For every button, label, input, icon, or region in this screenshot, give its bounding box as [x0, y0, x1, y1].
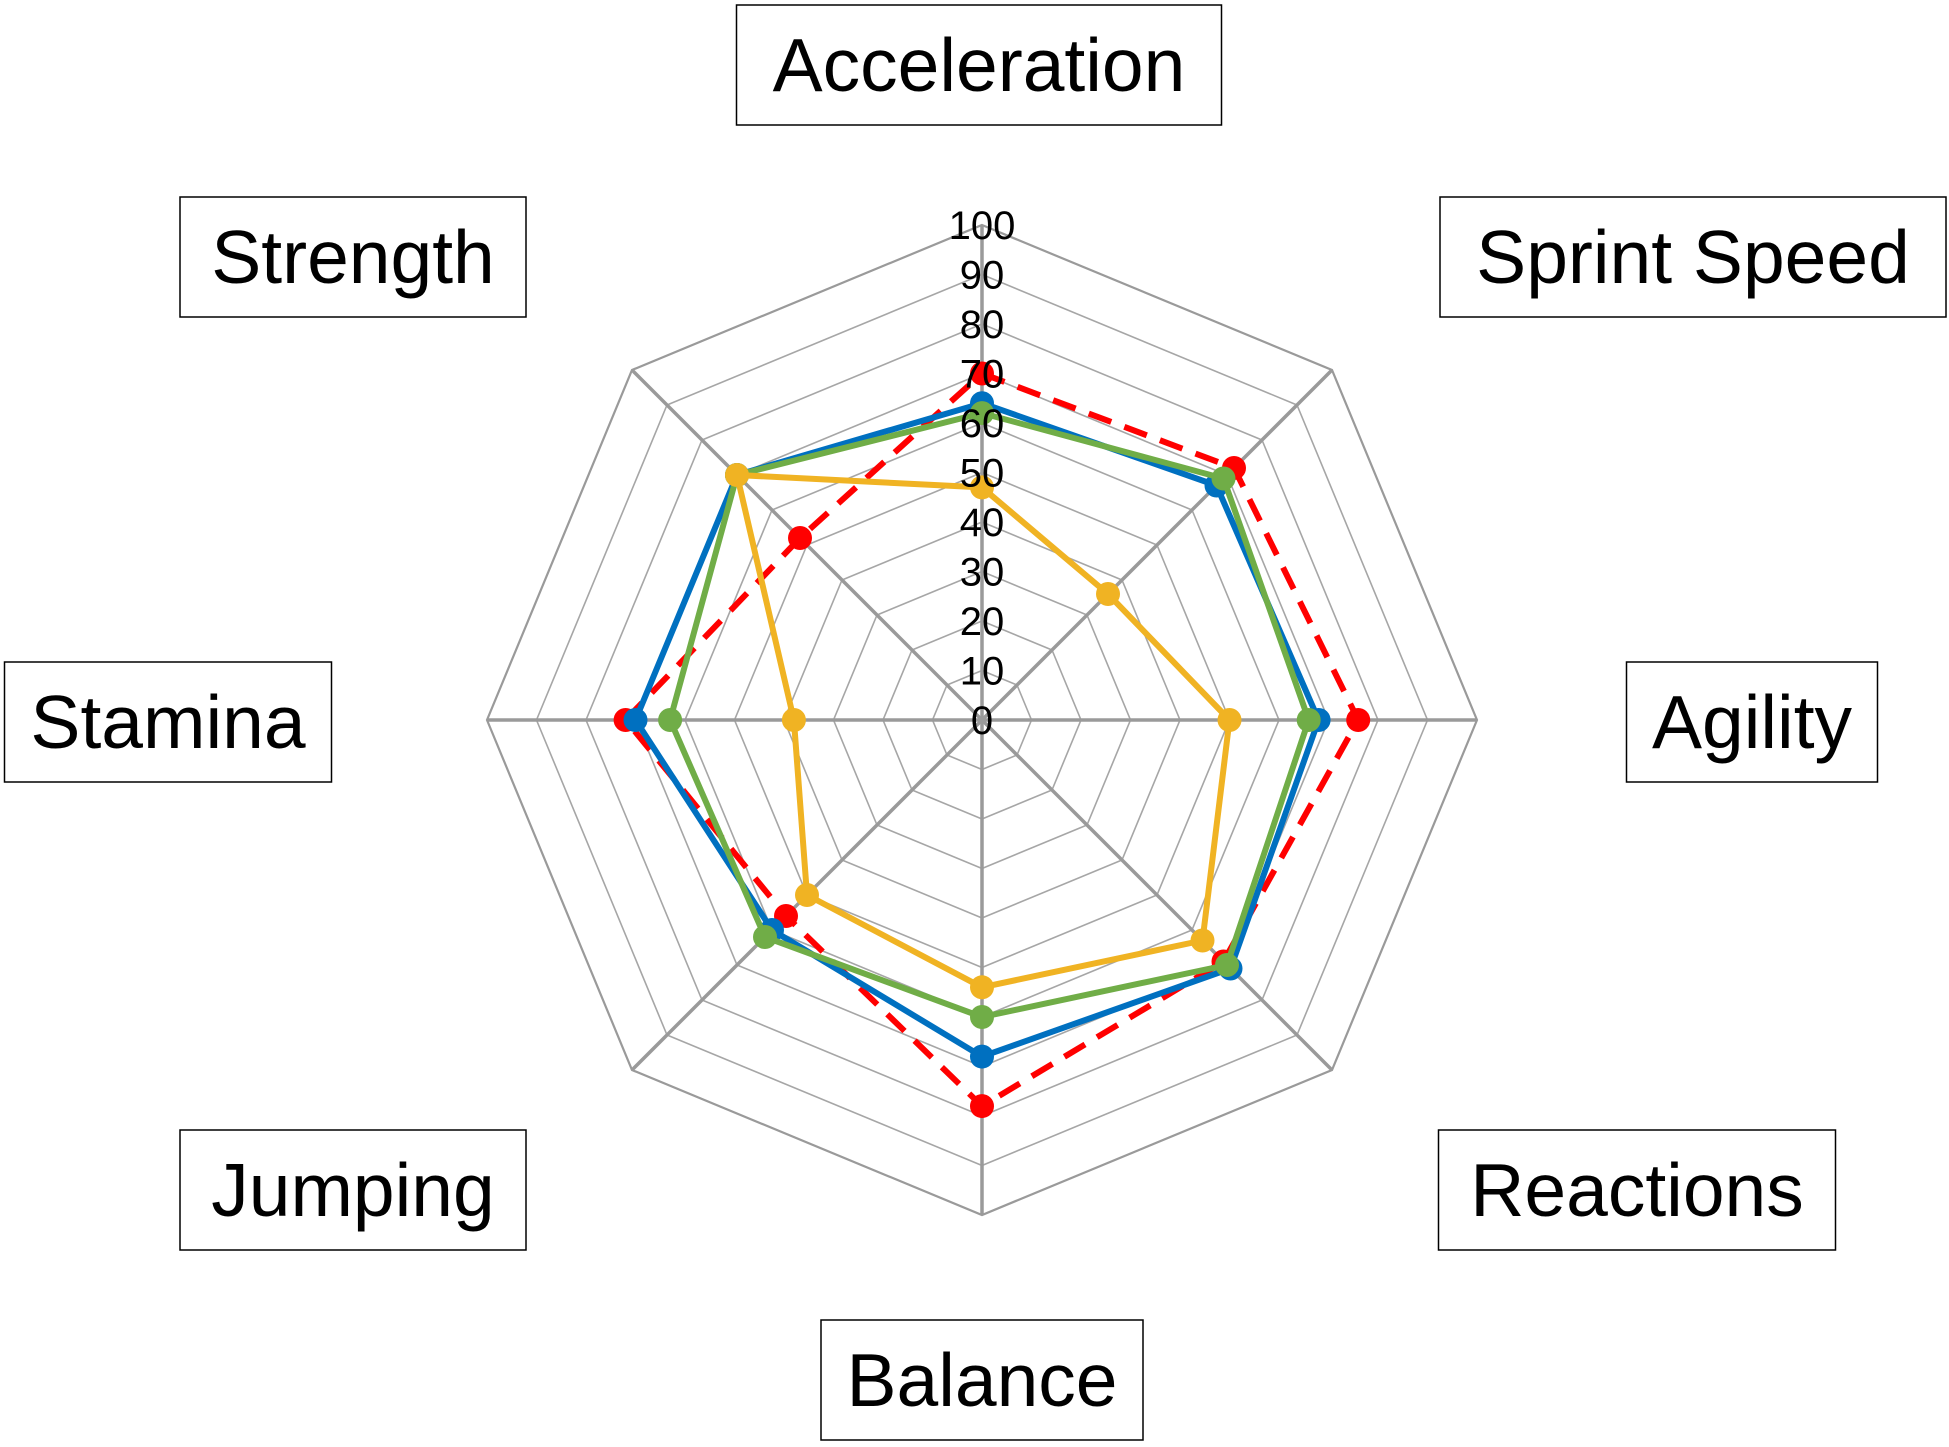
data-series	[613, 361, 1371, 1119]
axis-label-text-strength: Strength	[211, 215, 495, 299]
radial-tick-labels: 0 10 20 30 40 50 60 70 80 90 100	[949, 204, 1016, 743]
tick-label-60: 60	[960, 402, 1005, 446]
series-2-point-balance	[970, 1044, 994, 1069]
series-3-point-reactions	[1215, 953, 1239, 977]
axis-label-text-acceleration: Acceleration	[773, 23, 1186, 107]
spoke-reactions	[980, 718, 1334, 1072]
axis-label-reactions: Reactions	[1437, 1129, 1837, 1251]
axis-category-labels: Acceleration Sprint Speed Agility Reactions…	[3, 4, 1947, 1441]
tick-label-30: 30	[960, 551, 1005, 595]
axis-label-sprint-speed: Sprint Speed	[1439, 196, 1947, 318]
axis-label-box-reactions	[1437, 1129, 1837, 1251]
tick-label-50: 50	[960, 452, 1005, 496]
tick-label-90: 90	[960, 254, 1005, 298]
axis-label-box-agility	[1625, 661, 1879, 783]
axis-label-box-stamina	[3, 661, 333, 783]
series-4-point-acceleration	[970, 475, 994, 500]
tick-label-70: 70	[960, 353, 1005, 397]
series-4-point-stamina	[781, 708, 806, 732]
axis-label-acceleration: Acceleration	[735, 4, 1223, 126]
series-1-point-balance	[970, 1094, 994, 1119]
series-3-point-agility	[1296, 708, 1321, 732]
axis-label-box-strength	[179, 196, 527, 318]
series-3-point-sprint-speed	[1211, 466, 1236, 491]
series-1-point-agility	[1346, 708, 1371, 732]
series-4-point-jumping	[795, 883, 819, 907]
series-4-point-balance	[970, 975, 994, 1000]
axis-label-strength: Strength	[179, 196, 527, 318]
series-3-point-stamina	[658, 708, 683, 732]
series-3-point-balance	[970, 1005, 994, 1029]
axis-label-box-sprint-speed	[1439, 196, 1947, 318]
tick-label-40: 40	[960, 501, 1005, 545]
axis-label-jumping: Jumping	[179, 1129, 527, 1251]
tick-label-0: 0	[971, 699, 993, 743]
tick-label-80: 80	[960, 303, 1005, 347]
series-3-point-jumping	[753, 925, 777, 949]
series-1-point-strength	[788, 526, 812, 550]
tick-label-10: 10	[960, 650, 1005, 694]
axis-label-balance: Balance	[820, 1319, 1144, 1441]
series-4-point-strength	[725, 463, 749, 487]
tick-label-100: 100	[949, 204, 1016, 248]
series-2-point-stamina	[623, 708, 648, 732]
series-3-point-acceleration	[970, 401, 994, 426]
series-4-point-agility	[1217, 708, 1242, 732]
series-4-point-reactions	[1190, 928, 1215, 953]
axis-label-text-jumping: Jumping	[211, 1148, 494, 1232]
axis-label-text-agility: Agility	[1652, 680, 1853, 764]
series-4-point-sprint-speed	[1096, 582, 1120, 606]
axis-label-text-balance: Balance	[846, 1338, 1117, 1422]
axis-label-stamina: Stamina	[3, 661, 333, 783]
series-1-point-acceleration	[970, 361, 994, 386]
spoke-sprint-speed	[980, 368, 1334, 722]
axis-label-text-stamina: Stamina	[30, 680, 305, 764]
axis-label-box-jumping	[179, 1129, 527, 1251]
axis-label-text-sprint-speed: Sprint Speed	[1476, 215, 1910, 299]
tick-label-20: 20	[960, 600, 1005, 644]
series-4	[725, 463, 1242, 1000]
axis-label-box-balance	[820, 1319, 1144, 1441]
axis-label-text-reactions: Reactions	[1470, 1148, 1804, 1232]
axis-label-box-acceleration	[735, 4, 1223, 126]
axis-label-agility: Agility	[1625, 661, 1879, 783]
